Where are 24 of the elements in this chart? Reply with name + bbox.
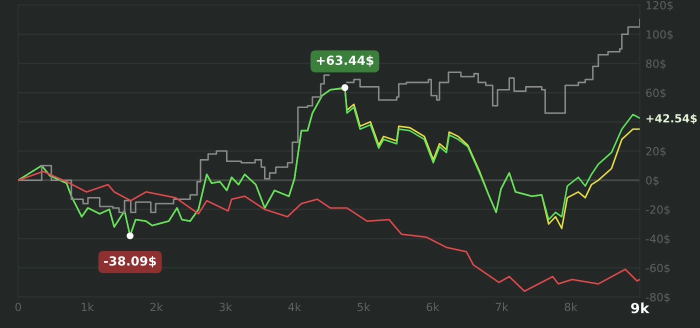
line-series	[18, 170, 640, 292]
x-tick-label: 3k	[219, 302, 232, 312]
x-tick-label: 0	[15, 302, 21, 312]
x-tick-label: 4k	[288, 302, 302, 311]
annotation: +63.44$	[316, 55, 374, 67]
x-tick-label: 7k	[496, 302, 508, 311]
y-tick-label: +42.54$	[646, 114, 697, 124]
x-tick-label: 6k	[426, 302, 440, 312]
x-tick-label: 8k	[564, 302, 578, 312]
y-tick-label: 100$	[646, 30, 673, 40]
y-tick-label: 60$	[646, 88, 666, 99]
x-tick-label: 5k	[358, 302, 370, 312]
y-tick-label: -80$	[646, 292, 670, 303]
y-tick-label: -60$	[646, 264, 670, 274]
y-tick-label: -20$	[646, 205, 670, 216]
x-tick-label: 9k	[631, 302, 650, 314]
y-tick-label: 120$	[646, 0, 673, 11]
y-tick-label: 20$	[646, 146, 666, 157]
y-tick-label: 80$	[646, 59, 666, 70]
x-tick-label: 1k	[82, 302, 94, 311]
x-tick-label: 2k	[150, 302, 164, 311]
y-tick-label: -40$	[646, 234, 670, 244]
y-tick-label: 0$	[646, 176, 659, 186]
annotation: -38.09$	[104, 256, 156, 268]
